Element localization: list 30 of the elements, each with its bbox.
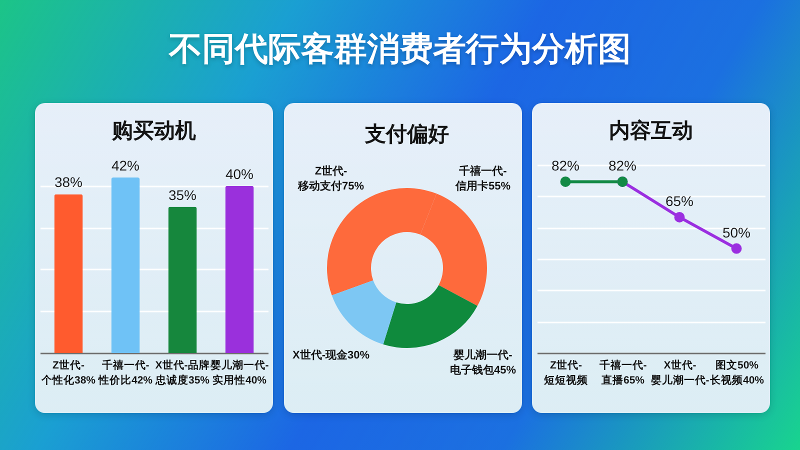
x-tick-label: Z世代-短短视频 <box>543 358 589 386</box>
bar <box>54 194 83 353</box>
chart-title: 内容互动 <box>609 118 693 143</box>
bar <box>168 206 197 353</box>
data-label: 38% <box>54 174 83 190</box>
data-label: 42% <box>111 158 140 174</box>
slice-label: Z世代-移动支付75% <box>296 164 364 192</box>
text: 不同代际客群消费者行为分析图 <box>169 28 631 70</box>
x-tick-label: 千禧一代-直播65% <box>598 358 648 386</box>
donut-slice <box>383 285 478 348</box>
slice-label: 婴儿潮一代-电子钱包45% <box>450 348 516 376</box>
data-label: 82% <box>551 158 580 174</box>
chart-title: 购买动机 <box>111 118 196 143</box>
data-label: 82% <box>608 158 637 174</box>
x-tick-label: 图文50%长视频40% <box>708 358 765 386</box>
slice-label: X世代-现金30% <box>292 348 370 362</box>
x-tick-label: X世代-品牌忠诚度35% <box>154 358 210 386</box>
data-label: 35% <box>168 186 197 203</box>
data-label: 50% <box>722 224 751 241</box>
data-label: 65% <box>665 193 694 210</box>
donut-slice <box>332 280 396 344</box>
bar <box>111 178 140 353</box>
bar <box>225 186 254 353</box>
chart-title: 支付偏好 <box>364 122 449 146</box>
x-tick-label: 千禧一代-性价比42% <box>97 358 154 386</box>
x-tick-label: X世代-婴儿潮一代- <box>650 358 710 386</box>
data-label: 40% <box>225 166 254 182</box>
slice-label: 千禧一代-信用卡55% <box>454 164 511 192</box>
x-tick-label: Z世代-个性化38% <box>40 358 96 386</box>
x-tick-label: 婴儿潮一代-实用性40% <box>209 358 270 386</box>
